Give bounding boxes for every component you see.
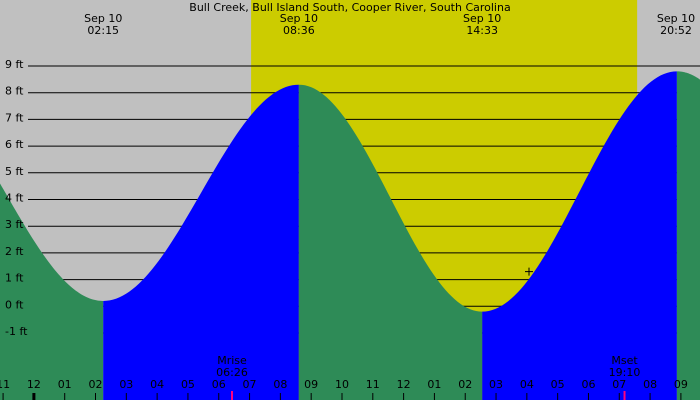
x-tick-label: 01 <box>427 378 441 391</box>
moon-event-time: 06:26 <box>216 366 248 379</box>
x-tick-label: 05 <box>551 378 565 391</box>
y-tick-label: 4 ft <box>5 192 24 205</box>
x-tick-label: 09 <box>674 378 688 391</box>
x-tick-label: 08 <box>643 378 657 391</box>
extreme-date: Sep 10 <box>657 12 695 25</box>
y-tick-label: 2 ft <box>5 245 24 258</box>
y-tick-label: 8 ft <box>5 85 24 98</box>
y-tick-label: 5 ft <box>5 165 24 178</box>
moon-event-label: Mset <box>611 354 638 367</box>
y-tick-label: 6 ft <box>5 138 24 151</box>
falling-tide <box>298 84 483 400</box>
x-tick-label: 12 <box>397 378 411 391</box>
y-tick-label: 0 ft <box>5 298 24 311</box>
x-tick-label: 02 <box>458 378 472 391</box>
y-tick-label: 7 ft <box>5 111 24 124</box>
rising-tide <box>482 71 677 400</box>
tide-layer <box>0 71 700 400</box>
x-tick-label: 05 <box>181 378 195 391</box>
extreme-time: 08:36 <box>283 24 315 37</box>
x-tick-label: 03 <box>119 378 133 391</box>
falling-tide <box>676 71 700 400</box>
x-tick-label: 06 <box>581 378 595 391</box>
x-tick-label: 11 <box>366 378 380 391</box>
rising-tide <box>103 84 299 400</box>
x-tick-label: 11 <box>0 378 10 391</box>
moon-event-time: 19:10 <box>609 366 641 379</box>
chart-title: Bull Creek, Bull Island South, Cooper Ri… <box>189 1 510 14</box>
extreme-time: 02:15 <box>87 24 119 37</box>
extreme-time: 14:33 <box>466 24 498 37</box>
x-tick-label: 07 <box>243 378 257 391</box>
y-tick-label: 9 ft <box>5 58 24 71</box>
falling-tide <box>0 183 104 400</box>
moon-event-label: Mrise <box>217 354 247 367</box>
x-tick-label: 06 <box>212 378 226 391</box>
extreme-date: Sep 10 <box>84 12 122 25</box>
y-tick-label: -1 ft <box>5 325 28 338</box>
extreme-time: 20:52 <box>660 24 692 37</box>
extreme-date: Sep 10 <box>463 12 501 25</box>
x-tick-label: 01 <box>58 378 72 391</box>
x-tick-label: 09 <box>304 378 318 391</box>
x-tick-label: 08 <box>273 378 287 391</box>
x-tick-label: 04 <box>150 378 164 391</box>
x-tick-label: 04 <box>520 378 534 391</box>
current-marker <box>525 267 534 276</box>
x-tick-label: 07 <box>612 378 626 391</box>
x-tick-label: 02 <box>89 378 103 391</box>
x-tick-label: 12 <box>27 378 41 391</box>
y-tick-label: 1 ft <box>5 272 24 285</box>
y-tick-label: 3 ft <box>5 218 24 231</box>
extreme-date: Sep 10 <box>280 12 318 25</box>
x-tick-label: 03 <box>489 378 503 391</box>
x-tick-label: 10 <box>335 378 349 391</box>
